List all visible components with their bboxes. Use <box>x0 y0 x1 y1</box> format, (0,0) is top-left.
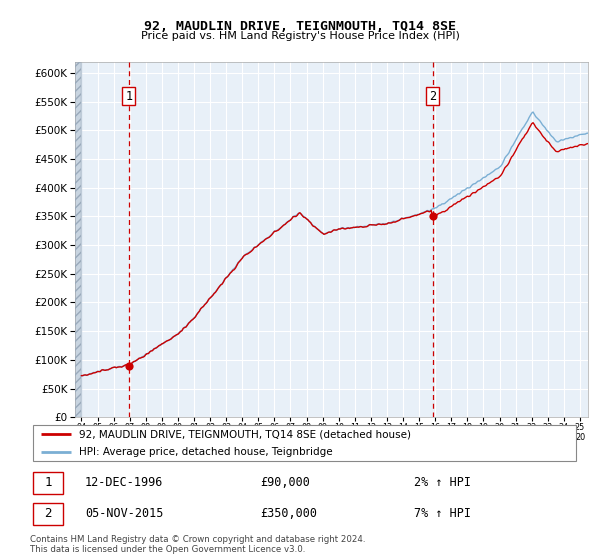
Text: HPI: Average price, detached house, Teignbridge: HPI: Average price, detached house, Teig… <box>79 447 333 457</box>
Text: 1: 1 <box>44 477 52 489</box>
Text: 12-DEC-1996: 12-DEC-1996 <box>85 477 163 489</box>
FancyBboxPatch shape <box>33 472 63 494</box>
FancyBboxPatch shape <box>33 503 63 525</box>
Text: £90,000: £90,000 <box>260 477 310 489</box>
Text: 92, MAUDLIN DRIVE, TEIGNMOUTH, TQ14 8SE (detached house): 92, MAUDLIN DRIVE, TEIGNMOUTH, TQ14 8SE … <box>79 429 412 439</box>
Text: Price paid vs. HM Land Registry's House Price Index (HPI): Price paid vs. HM Land Registry's House … <box>140 31 460 41</box>
Point <box>124 361 134 370</box>
Text: 92, MAUDLIN DRIVE, TEIGNMOUTH, TQ14 8SE: 92, MAUDLIN DRIVE, TEIGNMOUTH, TQ14 8SE <box>144 20 456 32</box>
Text: 2: 2 <box>44 507 52 520</box>
Text: 2% ↑ HPI: 2% ↑ HPI <box>414 477 472 489</box>
Text: 7% ↑ HPI: 7% ↑ HPI <box>414 507 472 520</box>
FancyBboxPatch shape <box>33 424 576 461</box>
Text: 05-NOV-2015: 05-NOV-2015 <box>85 507 163 520</box>
Text: Contains HM Land Registry data © Crown copyright and database right 2024.
This d: Contains HM Land Registry data © Crown c… <box>30 535 365 554</box>
Text: 2: 2 <box>429 90 436 102</box>
Text: 1: 1 <box>125 90 133 102</box>
Point <box>428 212 437 221</box>
Polygon shape <box>75 62 82 417</box>
Text: £350,000: £350,000 <box>260 507 317 520</box>
